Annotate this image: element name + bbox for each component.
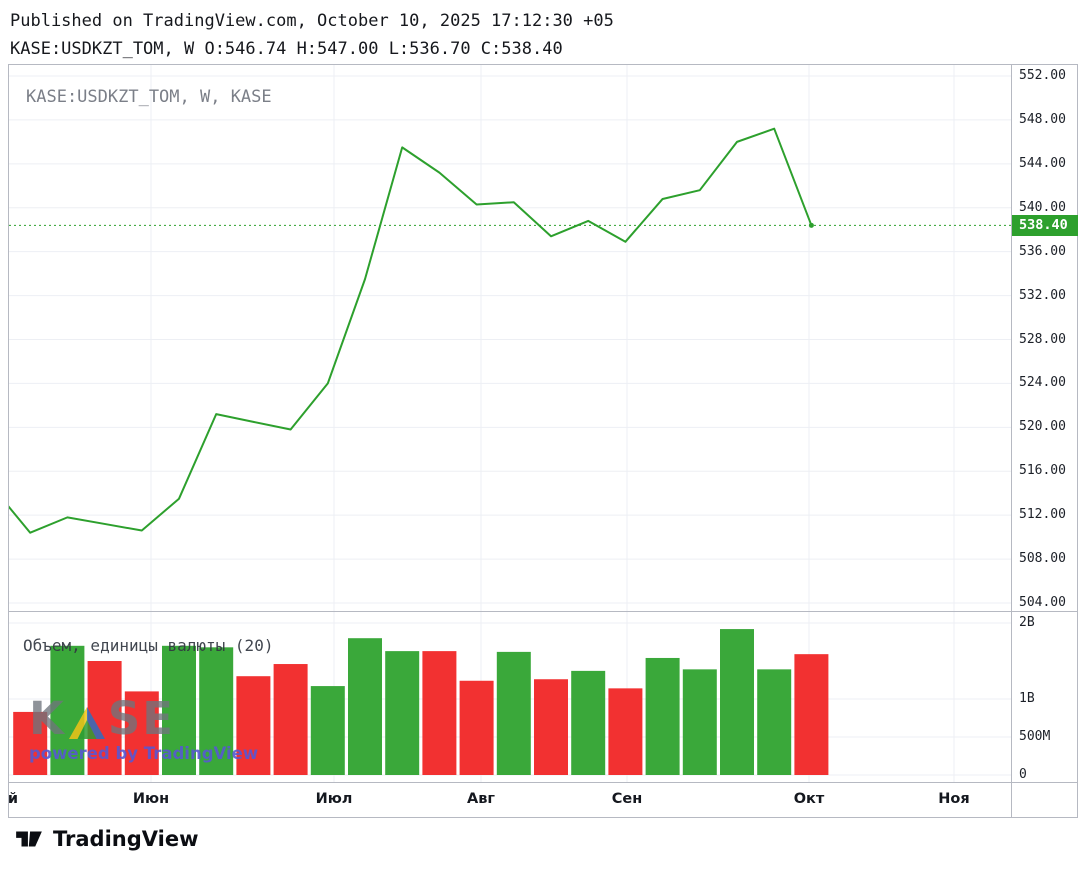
last-price-badge: 538.40 (1012, 214, 1078, 236)
price-axis-label: 532.00 (1019, 287, 1066, 303)
footer: TradingView (14, 824, 198, 854)
volume-axis-label: 0 (1019, 767, 1027, 782)
price-pane: KASE:USDKZT_TOM, W, KASE (9, 65, 1011, 611)
powered-by-text: powered by TradingView (29, 744, 259, 763)
price-axis-label: 520.00 (1019, 419, 1066, 435)
price-axis-label: 516.00 (1019, 463, 1066, 479)
time-axis-label: й (9, 791, 19, 807)
kase-triangle-icon (68, 707, 105, 739)
time-axis-label: Авг (467, 791, 495, 807)
volume-title: Объем, единицы валюты (20) (23, 636, 274, 655)
price-axis-label: 512.00 (1019, 507, 1066, 523)
published-line: Published on TradingView.com, October 10… (10, 11, 614, 31)
price-line-chart (9, 65, 1011, 611)
price-axis: 538.40 552.00 548.00 544.00 540.00 536.00 532… (1011, 65, 1078, 817)
chart-frame: KASE:USDKZT_TOM, W, KASE Объем, единицы … (8, 64, 1078, 818)
symbol-ohlc-line: KASE:USDKZT_TOM, W O:546.74 H:547.00 L:5… (10, 39, 563, 59)
price-axis-label: 552.00 (1019, 68, 1066, 83)
time-axis-label: Сен (611, 791, 643, 807)
axis-separator (9, 782, 1077, 783)
price-axis-label: 504.00 (1019, 595, 1066, 610)
volume-axis-label: 2B (1019, 615, 1035, 630)
price-axis-label: 508.00 (1019, 551, 1066, 567)
tradingview-brand: TradingView (53, 827, 199, 851)
volume-pane: Объем, единицы валюты (20) K SE powered … (9, 612, 1011, 782)
volume-axis-label: 1B (1019, 691, 1035, 706)
kase-letters-se: SE (107, 692, 176, 745)
kase-logo: K SE (29, 696, 258, 741)
pane-separator (9, 611, 1077, 612)
chart-legend: KASE:USDKZT_TOM, W, KASE (26, 87, 272, 107)
price-axis-label: 540.00 (1019, 199, 1066, 215)
volume-bar-chart (9, 612, 1011, 782)
kase-letter-k: K (29, 692, 66, 745)
price-axis-label: 544.00 (1019, 155, 1066, 171)
volume-axis-label: 500M (1019, 729, 1051, 744)
price-axis-label: 536.00 (1019, 243, 1066, 259)
price-axis-label: 548.00 (1019, 111, 1066, 127)
time-axis-label: Июл (315, 791, 353, 807)
time-axis: й Июн Июл Авг Сен Окт Ноя (9, 783, 1011, 817)
time-axis-label: Июн (132, 791, 170, 807)
price-axis-label: 528.00 (1019, 331, 1066, 347)
tradingview-logo-icon (16, 831, 42, 847)
price-axis-label: 524.00 (1019, 375, 1066, 391)
time-axis-label: Окт (793, 791, 825, 807)
kase-watermark: K SE powered by TradingView (29, 696, 258, 763)
time-axis-label: Ноя (938, 791, 970, 807)
